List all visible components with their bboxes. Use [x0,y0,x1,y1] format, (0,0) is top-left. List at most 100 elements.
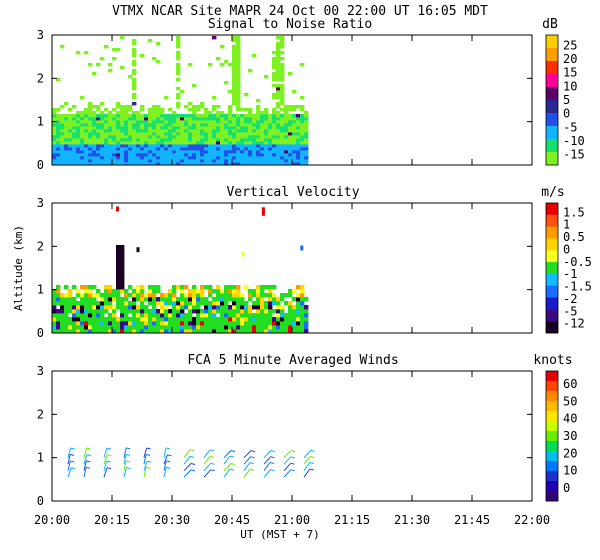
snr-cell [272,108,277,112]
snr-cell [292,132,297,136]
colorbar-swatch [546,431,558,442]
vv-cell [116,321,121,326]
snr-cell [256,120,261,124]
vv-cell [124,317,129,322]
snr-cell [156,153,161,157]
snr-cell [88,162,93,166]
vv-cell [52,301,57,306]
vv-cell [284,301,289,306]
snr-cell [280,78,285,82]
snr-cell [92,117,97,121]
vv-cell [236,285,241,290]
snr-cell [68,108,73,112]
vv-cell [280,317,285,322]
vv-cell [200,301,205,306]
snr-cell [156,108,161,112]
vv-cell [112,329,117,334]
snr-cell [136,156,141,160]
snr-cell [100,162,105,166]
snr-cell [80,135,85,139]
snr-cell [56,120,61,124]
snr-cell [96,123,101,127]
snr-cell [280,75,285,79]
snr-cell [216,147,221,151]
snr-cell [280,144,285,148]
vv-cell [84,297,89,302]
snr-cell [68,120,73,124]
wind-barb [223,463,236,472]
vv-cell [128,309,133,314]
vv-cell [288,293,293,298]
snr-cell [168,162,173,166]
vv-cell [116,249,121,254]
snr-cell [280,36,285,40]
snr-cell [260,120,265,124]
vv-cell [188,305,193,310]
vv-cell [212,305,217,310]
snr-cell [296,156,301,160]
vv-cell [172,289,177,294]
snr-cell [76,147,81,151]
snr-cell [192,159,197,163]
colorbar-label: 1 [563,218,570,232]
snr-cell [276,114,281,118]
snr-cell [60,159,65,163]
vv-cell [52,317,57,322]
snr-cell [232,147,237,151]
vv-cell [68,321,73,326]
snr-cell [232,96,237,100]
vv-cell [172,321,177,326]
snr-cell [132,96,137,100]
snr-cell [148,108,153,112]
snr-cell [300,120,305,124]
snr-cell [96,156,101,160]
vv-cell [228,305,233,310]
vv-cell [252,313,257,318]
vv-cell [124,301,129,306]
snr-cell [236,90,241,94]
snr-cell [160,162,165,166]
snr-cell [76,159,81,163]
snr-cell [128,144,133,148]
vv-cell [224,329,229,334]
snr-cell [296,150,301,154]
snr-cell [120,141,125,145]
snr-cell [52,117,57,121]
vv-cell [84,289,89,294]
vv-cell [64,325,69,330]
wind-barb [163,454,172,465]
snr-cell [208,159,213,163]
vv-cell [160,309,165,314]
snr-cell [96,129,101,133]
snr-cell [100,141,105,145]
vv-cell [260,325,265,330]
vv-cell [280,325,285,330]
snr-cell [188,63,193,67]
vv-cell [88,285,93,290]
snr-cell [172,123,177,127]
snr-cell [276,84,281,88]
vv-cell [204,317,209,322]
vv-cell [288,305,293,310]
snr-cell [132,162,137,166]
vv-cell [276,301,281,306]
snr-cell [212,150,217,154]
snr-cell [220,153,225,157]
snr-cell [192,123,197,127]
snr-cell [244,126,249,130]
snr-cell [216,120,221,124]
snr-cell [100,57,105,61]
snr-cell [120,36,125,40]
snr-cell [184,150,189,154]
snr-cell [272,57,277,61]
snr-cell [276,66,281,70]
snr-cell [224,135,229,139]
snr-cell [128,138,133,142]
snr-cell [232,57,237,61]
vv-cell [232,313,237,318]
snr-cell [136,123,141,127]
snr-cell [64,117,69,121]
vv-cell [132,321,137,326]
colorbar-label: 0 [563,107,570,121]
vv-cell [264,317,269,322]
